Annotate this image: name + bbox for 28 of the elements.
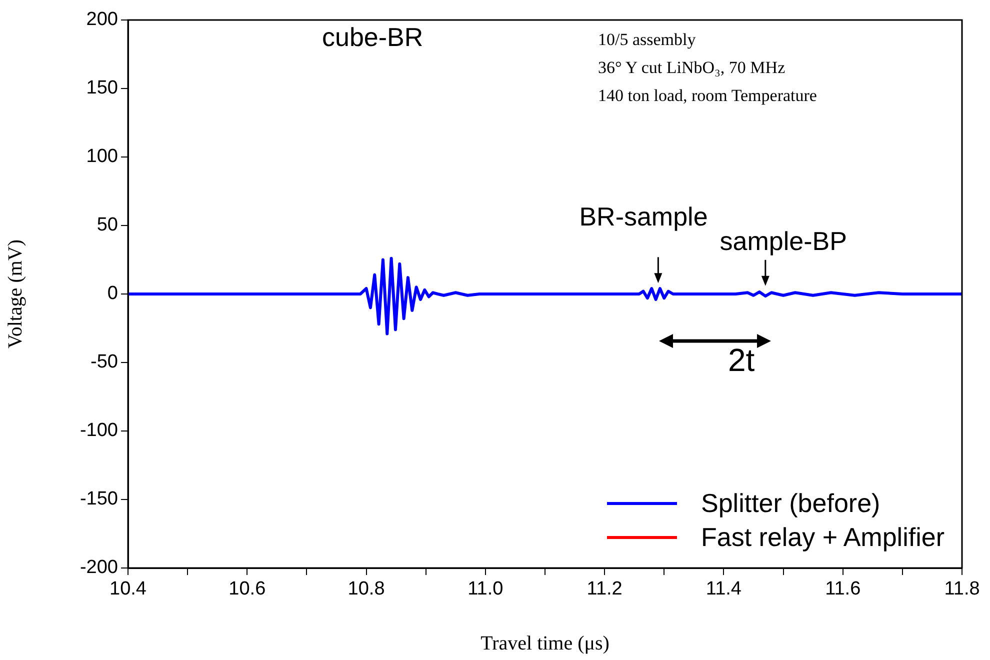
annotation: 10/5 assembly [598, 30, 696, 50]
annotation: cube-BR [322, 22, 424, 53]
x-tick-label: 11.0 [468, 578, 504, 600]
y-tick-label: 200 [86, 9, 118, 30]
x-tick-label: 10.6 [228, 578, 266, 600]
y-axis-title: Voltage (mV) [4, 239, 26, 349]
y-tick-label: -150 [80, 488, 118, 510]
x-tick-label: 11.2 [586, 578, 622, 600]
annotation: 36° Y cut LiNbO₃, 70 MHz [598, 58, 786, 78]
y-tick-label: -50 [90, 352, 118, 373]
y-tick-label: -100 [80, 420, 118, 442]
annotation: BR-sample [579, 201, 708, 232]
x-tick-label: 11.8 [944, 578, 980, 600]
legend-label: Fast relay + Amplifier [701, 522, 944, 552]
x-axis-title: Travel time (μs) [480, 632, 610, 654]
x-tick-label: 11.6 [825, 578, 861, 600]
y-tick-label: 150 [86, 78, 118, 99]
x-tick-label: 10.8 [348, 578, 385, 600]
x-tick-label: 10.4 [110, 578, 147, 600]
y-tick-label: -200 [80, 557, 118, 578]
legend-label: Splitter (before) [701, 488, 880, 518]
annotation: 140 ton load, room Temperature [598, 86, 817, 106]
y-tick-label: 100 [86, 146, 118, 168]
annotation: 2t [728, 342, 755, 379]
y-tick-label: 0 [107, 283, 118, 304]
y-tick-label: 50 [96, 214, 118, 236]
x-tick-label: 11.4 [706, 578, 742, 600]
annotation: sample-BP [720, 226, 847, 256]
